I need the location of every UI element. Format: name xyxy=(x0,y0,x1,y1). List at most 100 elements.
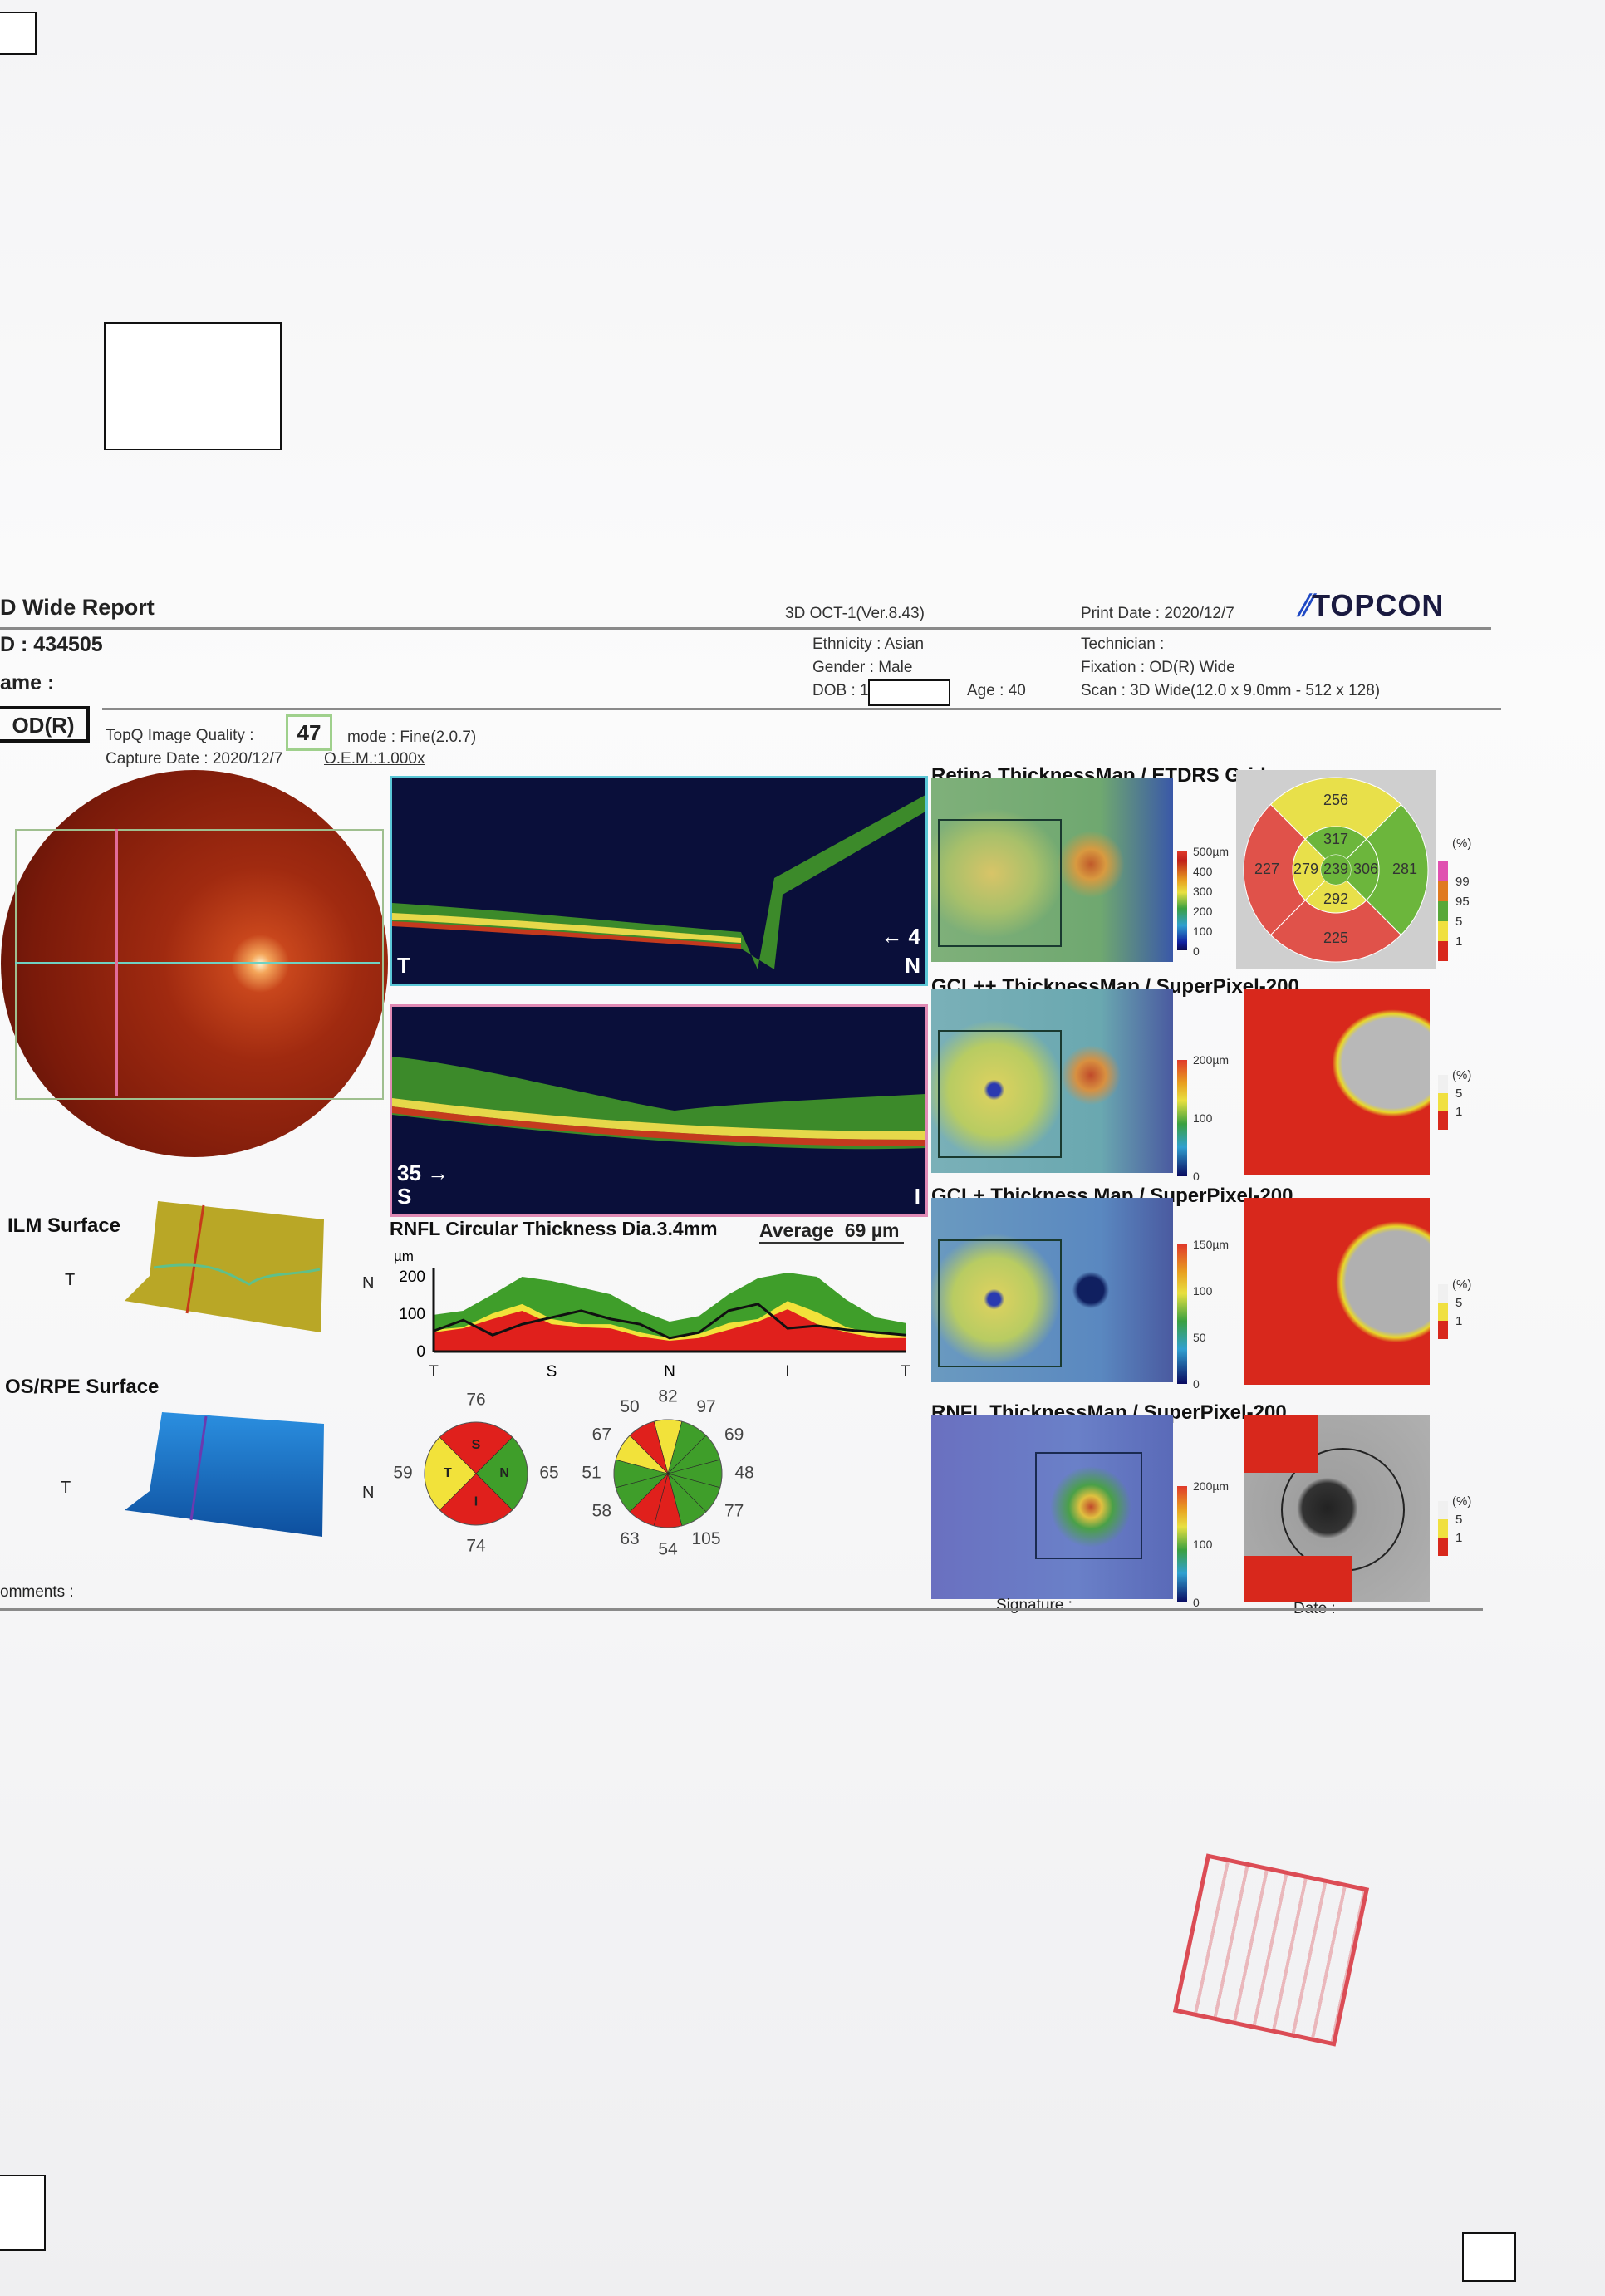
abnormal-region xyxy=(1244,1556,1352,1602)
scale-label: 0 xyxy=(1193,1596,1200,1609)
scan-mode: mode : Fine(2.0.7) xyxy=(347,729,477,746)
x-tick-label: S xyxy=(547,1363,557,1381)
quadrant-label: I xyxy=(474,1494,478,1509)
y-tick-label: 0 xyxy=(416,1343,425,1361)
capture-date: Capture Date : 2020/12/7 xyxy=(106,750,283,768)
etdrs-inner-value: 292 xyxy=(1323,890,1348,907)
etdrs-outer-value: 256 xyxy=(1323,792,1348,808)
etdrs-inner-value: 279 xyxy=(1293,861,1318,877)
legend-swatch xyxy=(1438,921,1448,941)
thickness-map-image xyxy=(931,778,1173,962)
topcon-logo-mark-icon: ⫽ xyxy=(1298,588,1313,622)
scan-area-frame xyxy=(15,829,384,1100)
superpixel-deviation-map xyxy=(1244,1198,1430,1385)
redaction-box xyxy=(0,2175,46,2251)
redaction-box xyxy=(104,322,282,450)
quadrant-label: T xyxy=(444,1466,452,1480)
oct-bscan-vertical: 35 → S I xyxy=(390,1004,928,1217)
scale-label: 300 xyxy=(1193,885,1213,898)
signature-label: Signature : xyxy=(996,1597,1072,1614)
legend-unit: (%) xyxy=(1452,1068,1472,1082)
analysis-area-frame xyxy=(1035,1452,1142,1559)
y-tick-label: 100 xyxy=(399,1306,425,1323)
slice-value: 65 xyxy=(539,1464,558,1483)
patient-name: ame : xyxy=(0,671,55,694)
age: Age : 40 xyxy=(967,682,1026,699)
scale-label: 400 xyxy=(1193,865,1213,878)
scale-label: 100 xyxy=(1193,1284,1213,1298)
ilm-surface-3d xyxy=(125,1201,324,1334)
scale-label: 100 xyxy=(1193,1111,1213,1125)
technician: Technician : xyxy=(1081,635,1165,653)
rnfl-thickness-chart: µm 0 100 200 T S N I T xyxy=(394,1249,910,1381)
retina-layers xyxy=(392,795,925,969)
redaction-box xyxy=(1462,2232,1516,2282)
divider xyxy=(102,708,1501,710)
slice-value: 63 xyxy=(620,1529,639,1548)
scan1-right-label: N xyxy=(905,953,920,978)
rnfl-average: Average 69 µm xyxy=(759,1219,905,1244)
slice-value: 54 xyxy=(658,1540,678,1559)
legend-label: 1 xyxy=(1455,1105,1463,1119)
pie-outline xyxy=(613,1419,723,1528)
etdrs-outer-value: 227 xyxy=(1254,861,1279,877)
thickness-color-scale xyxy=(1177,1244,1187,1384)
abnormal-band xyxy=(434,1309,906,1352)
superpixel-deviation-map xyxy=(1244,1415,1430,1602)
quadrant-pie-chart: 76 S 65 N 74 I 59 T xyxy=(393,1391,558,1556)
legend-swatch xyxy=(1438,1519,1448,1538)
average-label: Average xyxy=(759,1219,834,1241)
red-seal-stamp xyxy=(1172,1853,1370,2047)
quadrant-label: N xyxy=(499,1466,509,1480)
legend-swatch xyxy=(1438,1538,1448,1556)
scale-label: 200µm xyxy=(1193,1053,1230,1067)
scan2-left-label: S xyxy=(397,1184,412,1209)
ethnicity: Ethnicity : Asian xyxy=(812,635,925,653)
superpixel-deviation-map xyxy=(1244,989,1430,1175)
thickness-map-image xyxy=(931,1415,1173,1599)
device-version: 3D OCT-1(Ver.8.43) xyxy=(785,605,925,622)
measured-thickness-line xyxy=(433,1303,906,1340)
x-tick-label: N xyxy=(664,1363,675,1381)
scan1-left-label: T xyxy=(397,953,410,978)
legend-swatch xyxy=(1438,941,1448,961)
legend-swatch xyxy=(1438,861,1448,881)
legend-label: 5 xyxy=(1455,1296,1463,1310)
oem: O.E.M.:1.000x xyxy=(324,750,425,768)
legend-label: 99 xyxy=(1455,875,1470,889)
etdrs-inner-value: 306 xyxy=(1353,861,1378,877)
legend-swatch xyxy=(1438,1093,1448,1111)
dob: DOB : 1 xyxy=(812,682,869,699)
x-tick-label: I xyxy=(785,1363,789,1381)
x-tick-label: T xyxy=(429,1363,439,1381)
report-title: D Wide Report xyxy=(0,595,155,620)
scale-label: 0 xyxy=(1193,1170,1200,1183)
legend-label: 1 xyxy=(1455,1531,1463,1545)
brand-name: TOPCON xyxy=(1312,588,1445,622)
legend-label: 1 xyxy=(1455,935,1463,949)
scale-label: 50 xyxy=(1193,1331,1206,1344)
slice-value: 105 xyxy=(691,1529,720,1548)
slice-value: 69 xyxy=(724,1425,744,1445)
legend-swatch xyxy=(1438,881,1448,901)
slice-value: 51 xyxy=(582,1464,601,1483)
etdrs-inner-value: 317 xyxy=(1323,831,1348,847)
x-tick-label: T xyxy=(901,1363,910,1381)
legend-unit: (%) xyxy=(1452,1278,1472,1292)
analysis-area-frame xyxy=(938,1239,1062,1367)
os-rpe-surface-title: OS/RPE Surface xyxy=(5,1376,160,1398)
comments-label: omments : xyxy=(0,1583,74,1601)
legend-swatch xyxy=(1438,1075,1448,1093)
scan1-index: ← 4 xyxy=(881,924,920,949)
etdrs-outer-value: 281 xyxy=(1392,861,1417,877)
scale-label: 100 xyxy=(1193,925,1213,938)
scan2-right-label: I xyxy=(914,1184,920,1209)
scale-label: 0 xyxy=(1193,944,1200,958)
ilm-nasal-label: N xyxy=(362,1274,375,1293)
topq-label: TopQ Image Quality : xyxy=(106,727,254,744)
legend-label: 5 xyxy=(1455,1087,1463,1101)
legend-swatch xyxy=(1438,901,1448,921)
os-rpe-surface-3d xyxy=(125,1412,324,1538)
thickness-map-image xyxy=(931,989,1173,1173)
